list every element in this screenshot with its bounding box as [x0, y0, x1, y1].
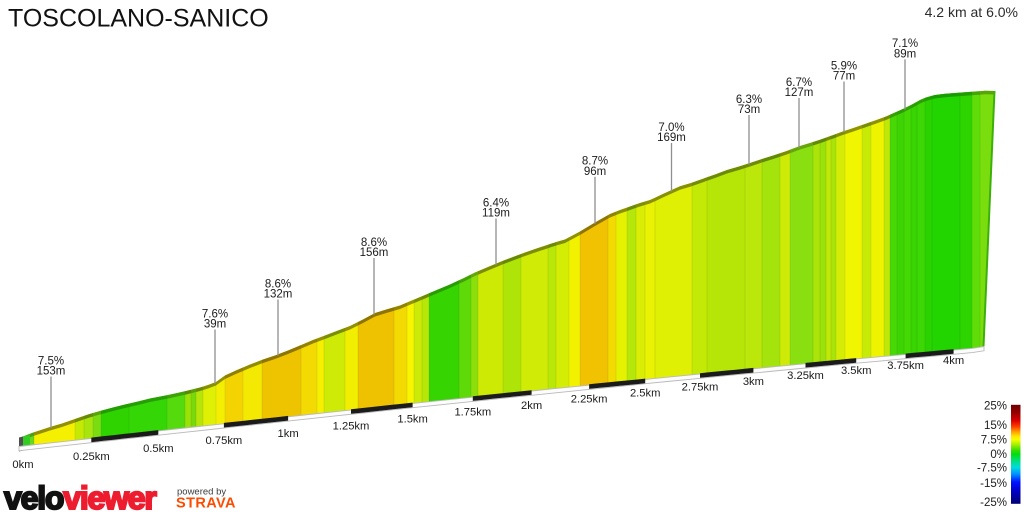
svg-text:89m: 89m: [894, 48, 916, 60]
svg-text:8.6%: 8.6%: [265, 278, 291, 290]
svg-text:7.5%: 7.5%: [981, 435, 1007, 447]
svg-text:119m: 119m: [482, 208, 510, 220]
svg-text:25%: 25%: [984, 401, 1007, 413]
svg-text:0.5km: 0.5km: [143, 443, 173, 455]
svg-text:8.7%: 8.7%: [582, 156, 608, 168]
svg-text:153m: 153m: [37, 366, 66, 378]
svg-text:1.25km: 1.25km: [333, 421, 370, 433]
svg-text:0km: 0km: [12, 459, 33, 471]
svg-text:156m: 156m: [360, 247, 389, 259]
svg-text:6.3%: 6.3%: [736, 94, 762, 106]
svg-text:96m: 96m: [584, 166, 606, 178]
svg-text:2.5km: 2.5km: [630, 387, 660, 399]
svg-text:1.75km: 1.75km: [454, 407, 491, 419]
svg-text:127m: 127m: [785, 87, 814, 99]
svg-text:3.5km: 3.5km: [841, 365, 871, 377]
svg-text:1km: 1km: [278, 428, 299, 440]
svg-text:powered by: powered by: [177, 487, 226, 498]
svg-text:0.75km: 0.75km: [206, 435, 243, 447]
svg-text:6.7%: 6.7%: [786, 77, 812, 89]
svg-text:7.6%: 7.6%: [202, 308, 228, 320]
svg-text:0.25km: 0.25km: [73, 451, 110, 463]
svg-text:2km: 2km: [521, 400, 542, 412]
svg-text:4.2 km at 6.0%: 4.2 km at 6.0%: [925, 4, 1018, 20]
svg-text:-25%: -25%: [980, 497, 1007, 509]
svg-text:7.0%: 7.0%: [658, 122, 684, 134]
svg-text:3km: 3km: [743, 376, 764, 388]
svg-text:3.25km: 3.25km: [787, 370, 824, 382]
svg-text:8.6%: 8.6%: [361, 237, 387, 249]
svg-text:7.1%: 7.1%: [892, 38, 918, 50]
svg-text:7.5%: 7.5%: [38, 355, 64, 367]
svg-text:TOSCOLANO-SANICO: TOSCOLANO-SANICO: [8, 5, 269, 33]
svg-text:3.75km: 3.75km: [887, 360, 924, 372]
svg-text:169m: 169m: [657, 132, 686, 144]
svg-text:2.25km: 2.25km: [571, 394, 608, 406]
svg-text:77m: 77m: [833, 71, 855, 83]
svg-text:6.4%: 6.4%: [483, 197, 509, 209]
svg-text:39m: 39m: [204, 319, 226, 331]
svg-text:0%: 0%: [990, 449, 1007, 461]
svg-text:4km: 4km: [943, 355, 964, 367]
svg-text:1.5km: 1.5km: [397, 413, 427, 425]
svg-text:-7.5%: -7.5%: [977, 463, 1007, 475]
svg-text:132m: 132m: [264, 289, 293, 301]
svg-text:5.9%: 5.9%: [831, 60, 857, 72]
svg-text:-15%: -15%: [980, 478, 1007, 490]
svg-text:veloviewer: veloviewer: [4, 480, 156, 512]
svg-text:73m: 73m: [738, 104, 760, 116]
svg-text:15%: 15%: [984, 420, 1007, 432]
svg-text:STRAVA: STRAVA: [176, 496, 236, 512]
svg-text:2.75km: 2.75km: [682, 382, 719, 394]
